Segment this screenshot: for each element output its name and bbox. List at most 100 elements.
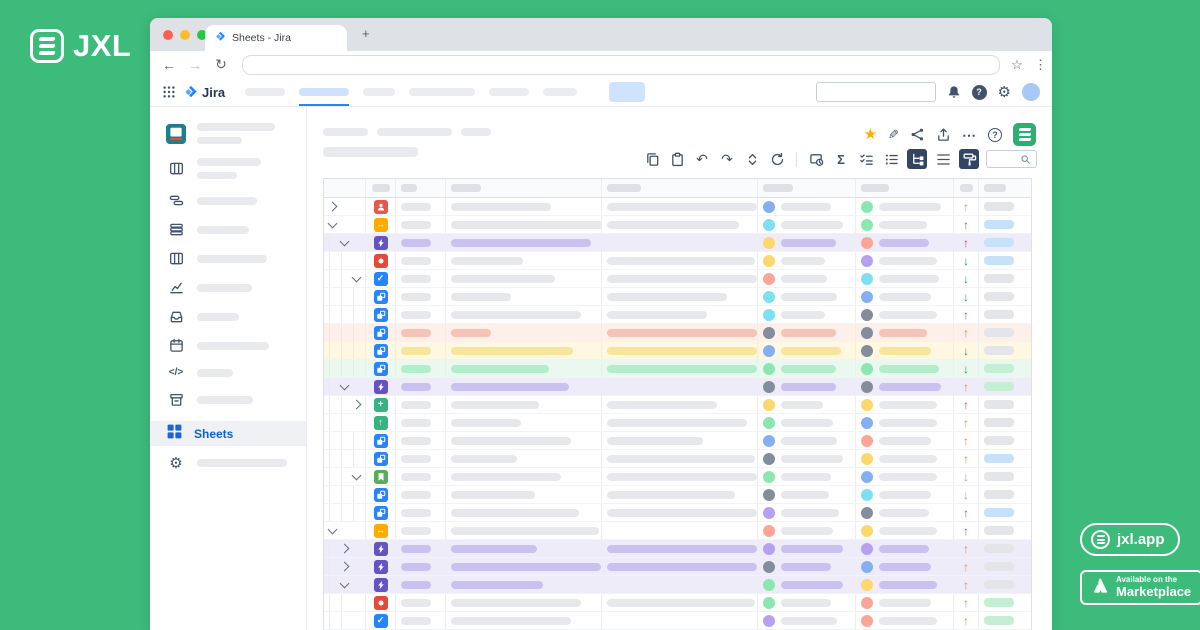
- issue-row[interactable]: ↑: [324, 234, 1031, 252]
- sidebar-item-code[interactable]: </>: [150, 367, 306, 378]
- header-cell[interactable]: [758, 179, 856, 197]
- issue-row[interactable]: ↑: [324, 450, 1031, 468]
- sum-icon[interactable]: Σ: [837, 151, 845, 167]
- chevron-right-icon[interactable]: [351, 399, 362, 410]
- pencil-icon[interactable]: ✎: [888, 127, 899, 142]
- more-icon[interactable]: ⋯: [962, 126, 977, 143]
- row-expand-icon[interactable]: [743, 150, 761, 168]
- issue-row[interactable]: ↔ ↑: [324, 522, 1031, 540]
- sidebar-item-project-avatar[interactable]: [150, 123, 306, 144]
- group-by-icon[interactable]: [882, 150, 900, 168]
- expand-cell[interactable]: [324, 396, 366, 413]
- issue-row[interactable]: ↑: [324, 198, 1031, 216]
- browser-menu-icon[interactable]: ⋮: [1034, 56, 1047, 72]
- expand-cell[interactable]: [324, 378, 366, 395]
- header-cell[interactable]: [446, 179, 602, 197]
- expand-cell[interactable]: [324, 594, 366, 611]
- header-cell[interactable]: [602, 179, 758, 197]
- header-cell[interactable]: [366, 179, 396, 197]
- jira-nav-item[interactable]: [363, 78, 396, 106]
- profile-avatar[interactable]: [1022, 83, 1040, 101]
- help-icon[interactable]: ?: [988, 127, 1002, 142]
- expand-cell[interactable]: [324, 342, 366, 359]
- expand-cell[interactable]: [324, 414, 366, 431]
- issue-row[interactable]: ↓: [324, 252, 1031, 270]
- header-cell[interactable]: [856, 179, 954, 197]
- jira-logo[interactable]: Jira: [184, 85, 225, 100]
- header-cell[interactable]: [954, 179, 979, 197]
- jira-settings-icon[interactable]: ⚙: [997, 83, 1011, 101]
- expand-cell[interactable]: [324, 216, 366, 233]
- issue-row[interactable]: ↓: [324, 288, 1031, 306]
- expand-cell[interactable]: [324, 504, 366, 521]
- issue-row[interactable]: ↓: [324, 468, 1031, 486]
- undo-icon[interactable]: ↶: [696, 151, 708, 167]
- redo-icon[interactable]: ↷: [721, 151, 733, 167]
- sidebar-item-board[interactable]: [150, 158, 306, 179]
- bookmark-star-icon[interactable]: ☆: [1011, 56, 1023, 72]
- issue-row[interactable]: ✓ ↑: [324, 612, 1031, 630]
- expand-cell[interactable]: [324, 522, 366, 539]
- chevron-right-icon[interactable]: [339, 543, 350, 554]
- checklist-icon[interactable]: [857, 150, 875, 168]
- expand-cell[interactable]: [324, 540, 366, 557]
- expand-cell[interactable]: [324, 558, 366, 575]
- issue-row[interactable]: ↑: [324, 540, 1031, 558]
- header-cell[interactable]: [396, 179, 446, 197]
- expand-cell[interactable]: [324, 612, 366, 629]
- header-cell[interactable]: [324, 179, 366, 197]
- issue-row[interactable]: ↑: [324, 306, 1031, 324]
- history-icon[interactable]: [807, 150, 825, 168]
- sidebar-item-backlog[interactable]: [150, 222, 306, 237]
- expand-cell[interactable]: [324, 486, 366, 503]
- chevron-right-icon[interactable]: [339, 561, 350, 572]
- issue-row[interactable]: ↓: [324, 486, 1031, 504]
- jira-nav-item[interactable]: [543, 78, 578, 106]
- sidebar-item-settings[interactable]: ⚙: [150, 454, 306, 472]
- app-switcher-icon[interactable]: [162, 85, 176, 99]
- jira-nav-item[interactable]: [245, 78, 286, 106]
- sidebar-item-timeline[interactable]: [150, 193, 306, 208]
- expand-cell[interactable]: [324, 576, 366, 593]
- browser-tab[interactable]: Sheets - Jira: [205, 25, 347, 51]
- expand-cell[interactable]: [324, 432, 366, 449]
- create-button[interactable]: [609, 82, 646, 102]
- format-painter-icon[interactable]: [959, 149, 979, 169]
- sidebar-item-archive[interactable]: [150, 392, 306, 407]
- new-tab-button[interactable]: +: [362, 26, 370, 41]
- jira-nav-item-active[interactable]: [299, 78, 350, 106]
- sheet-search-input[interactable]: [986, 150, 1037, 168]
- url-field[interactable]: [242, 54, 1000, 75]
- favorite-star-icon[interactable]: ★: [863, 126, 878, 143]
- issue-row[interactable]: ↑: [324, 576, 1031, 594]
- expand-cell[interactable]: [324, 288, 366, 305]
- issue-row[interactable]: ↔ ↑: [324, 216, 1031, 234]
- issue-row[interactable]: ↑: [324, 324, 1031, 342]
- expand-cell[interactable]: [324, 270, 366, 287]
- window-controls[interactable]: [163, 30, 207, 40]
- issue-row[interactable]: ↓: [324, 360, 1031, 378]
- jira-nav-item[interactable]: [489, 78, 530, 106]
- jira-help-icon[interactable]: ?: [971, 84, 987, 100]
- share-icon[interactable]: [910, 127, 925, 142]
- issue-row[interactable]: ↑ ↑: [324, 414, 1031, 432]
- jira-nav-item[interactable]: [409, 78, 476, 106]
- jira-search-input[interactable]: [815, 82, 936, 102]
- issue-row[interactable]: ↓: [324, 342, 1031, 360]
- issue-row[interactable]: ↑: [324, 558, 1031, 576]
- issue-row[interactable]: ↑: [324, 504, 1031, 522]
- forward-icon[interactable]: →: [188, 56, 202, 73]
- chevron-down-icon[interactable]: [339, 236, 350, 246]
- back-icon[interactable]: ←: [162, 56, 176, 73]
- row-height-icon[interactable]: [934, 150, 952, 168]
- expand-cell[interactable]: [324, 360, 366, 377]
- expand-cell[interactable]: [324, 234, 366, 251]
- header-cell[interactable]: [979, 179, 1031, 197]
- hierarchy-icon[interactable]: [907, 149, 927, 169]
- jxl-app-icon[interactable]: [1013, 123, 1036, 146]
- notifications-bell-icon[interactable]: [947, 85, 961, 99]
- issue-row[interactable]: ↑: [324, 378, 1031, 396]
- sidebar-item-tray[interactable]: [150, 309, 306, 324]
- expand-cell[interactable]: [324, 468, 366, 485]
- chevron-down-icon[interactable]: [351, 272, 362, 282]
